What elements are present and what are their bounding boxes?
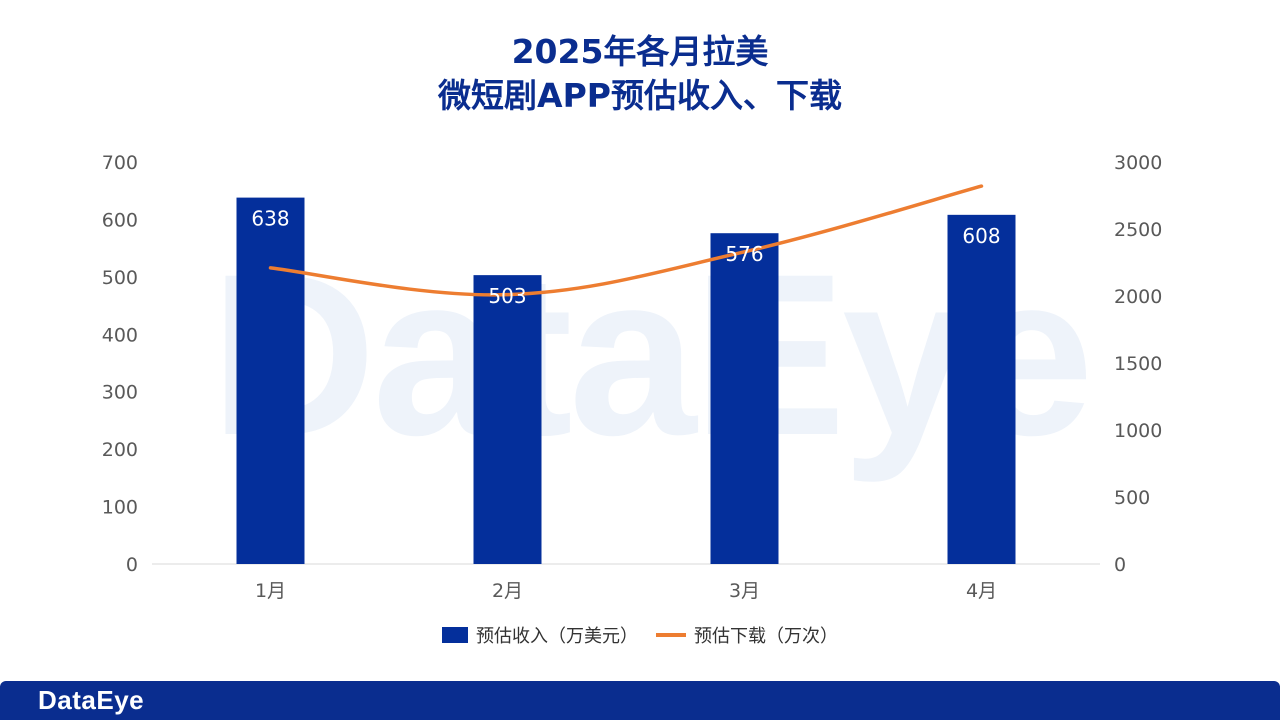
chart-title: 2025年各月拉美 微短剧APP预估收入、下载	[0, 30, 1280, 118]
footer-bar: DataEye	[0, 681, 1280, 720]
y-right-tick-label: 500	[1114, 487, 1150, 509]
bar-data-label: 503	[488, 284, 526, 308]
watermark-logo: DataEye	[210, 226, 1094, 483]
line-downloads	[268, 184, 984, 297]
title-line-2: 微短剧APP预估收入、下载	[438, 76, 842, 115]
y-left-tick-label: 600	[102, 209, 138, 231]
title-line-1: 2025年各月拉美	[511, 32, 769, 71]
combo-chart: 0 100 200 300 400 500 600 700 0 500 1000 1500 2000 25…	[102, 152, 1163, 602]
bar-revenue	[710, 233, 779, 564]
y-right-tick-label: 3000	[1114, 152, 1162, 174]
legend-line-swatch	[656, 633, 686, 637]
legend-bar-swatch	[442, 627, 468, 643]
bar-revenue	[473, 275, 542, 564]
legend-item-revenue: 预估收入（万美元）	[442, 622, 638, 648]
y-right-tick-label: 2000	[1114, 286, 1162, 308]
footer-logo: DataEye	[38, 685, 145, 715]
legend-label-downloads: 预估下载（万次）	[694, 626, 838, 647]
y-right-tick-label: 1500	[1114, 353, 1162, 375]
bar-data-label: 638	[251, 207, 289, 231]
y-left-tick-label: 300	[102, 382, 138, 404]
bar-revenue	[236, 197, 305, 564]
y-left-tick-label: 400	[102, 324, 138, 346]
x-tick-label: 2月	[492, 580, 523, 602]
x-tick-label: 4月	[966, 580, 997, 602]
bar-revenue	[947, 214, 1016, 564]
y-left-tick-label: 500	[102, 267, 138, 289]
y-right-tick-label: 0	[1114, 554, 1126, 576]
y-right-tick-label: 1000	[1114, 420, 1162, 442]
legend: 预估收入（万美元） 预估下载（万次）	[0, 622, 1280, 648]
y-left-tick-label: 0	[126, 554, 138, 576]
legend-item-downloads: 预估下载（万次）	[656, 622, 838, 648]
y-left-tick-label: 200	[102, 439, 138, 461]
y-left-tick-label: 700	[102, 152, 138, 174]
y-right-tick-label: 2500	[1114, 219, 1162, 241]
x-tick-label: 1月	[255, 580, 286, 602]
bar-data-label: 608	[962, 224, 1000, 248]
x-tick-label: 3月	[729, 580, 760, 602]
legend-label-revenue: 预估收入（万美元）	[476, 626, 638, 647]
y-left-tick-label: 100	[102, 497, 138, 519]
bar-data-label: 576	[725, 242, 763, 266]
